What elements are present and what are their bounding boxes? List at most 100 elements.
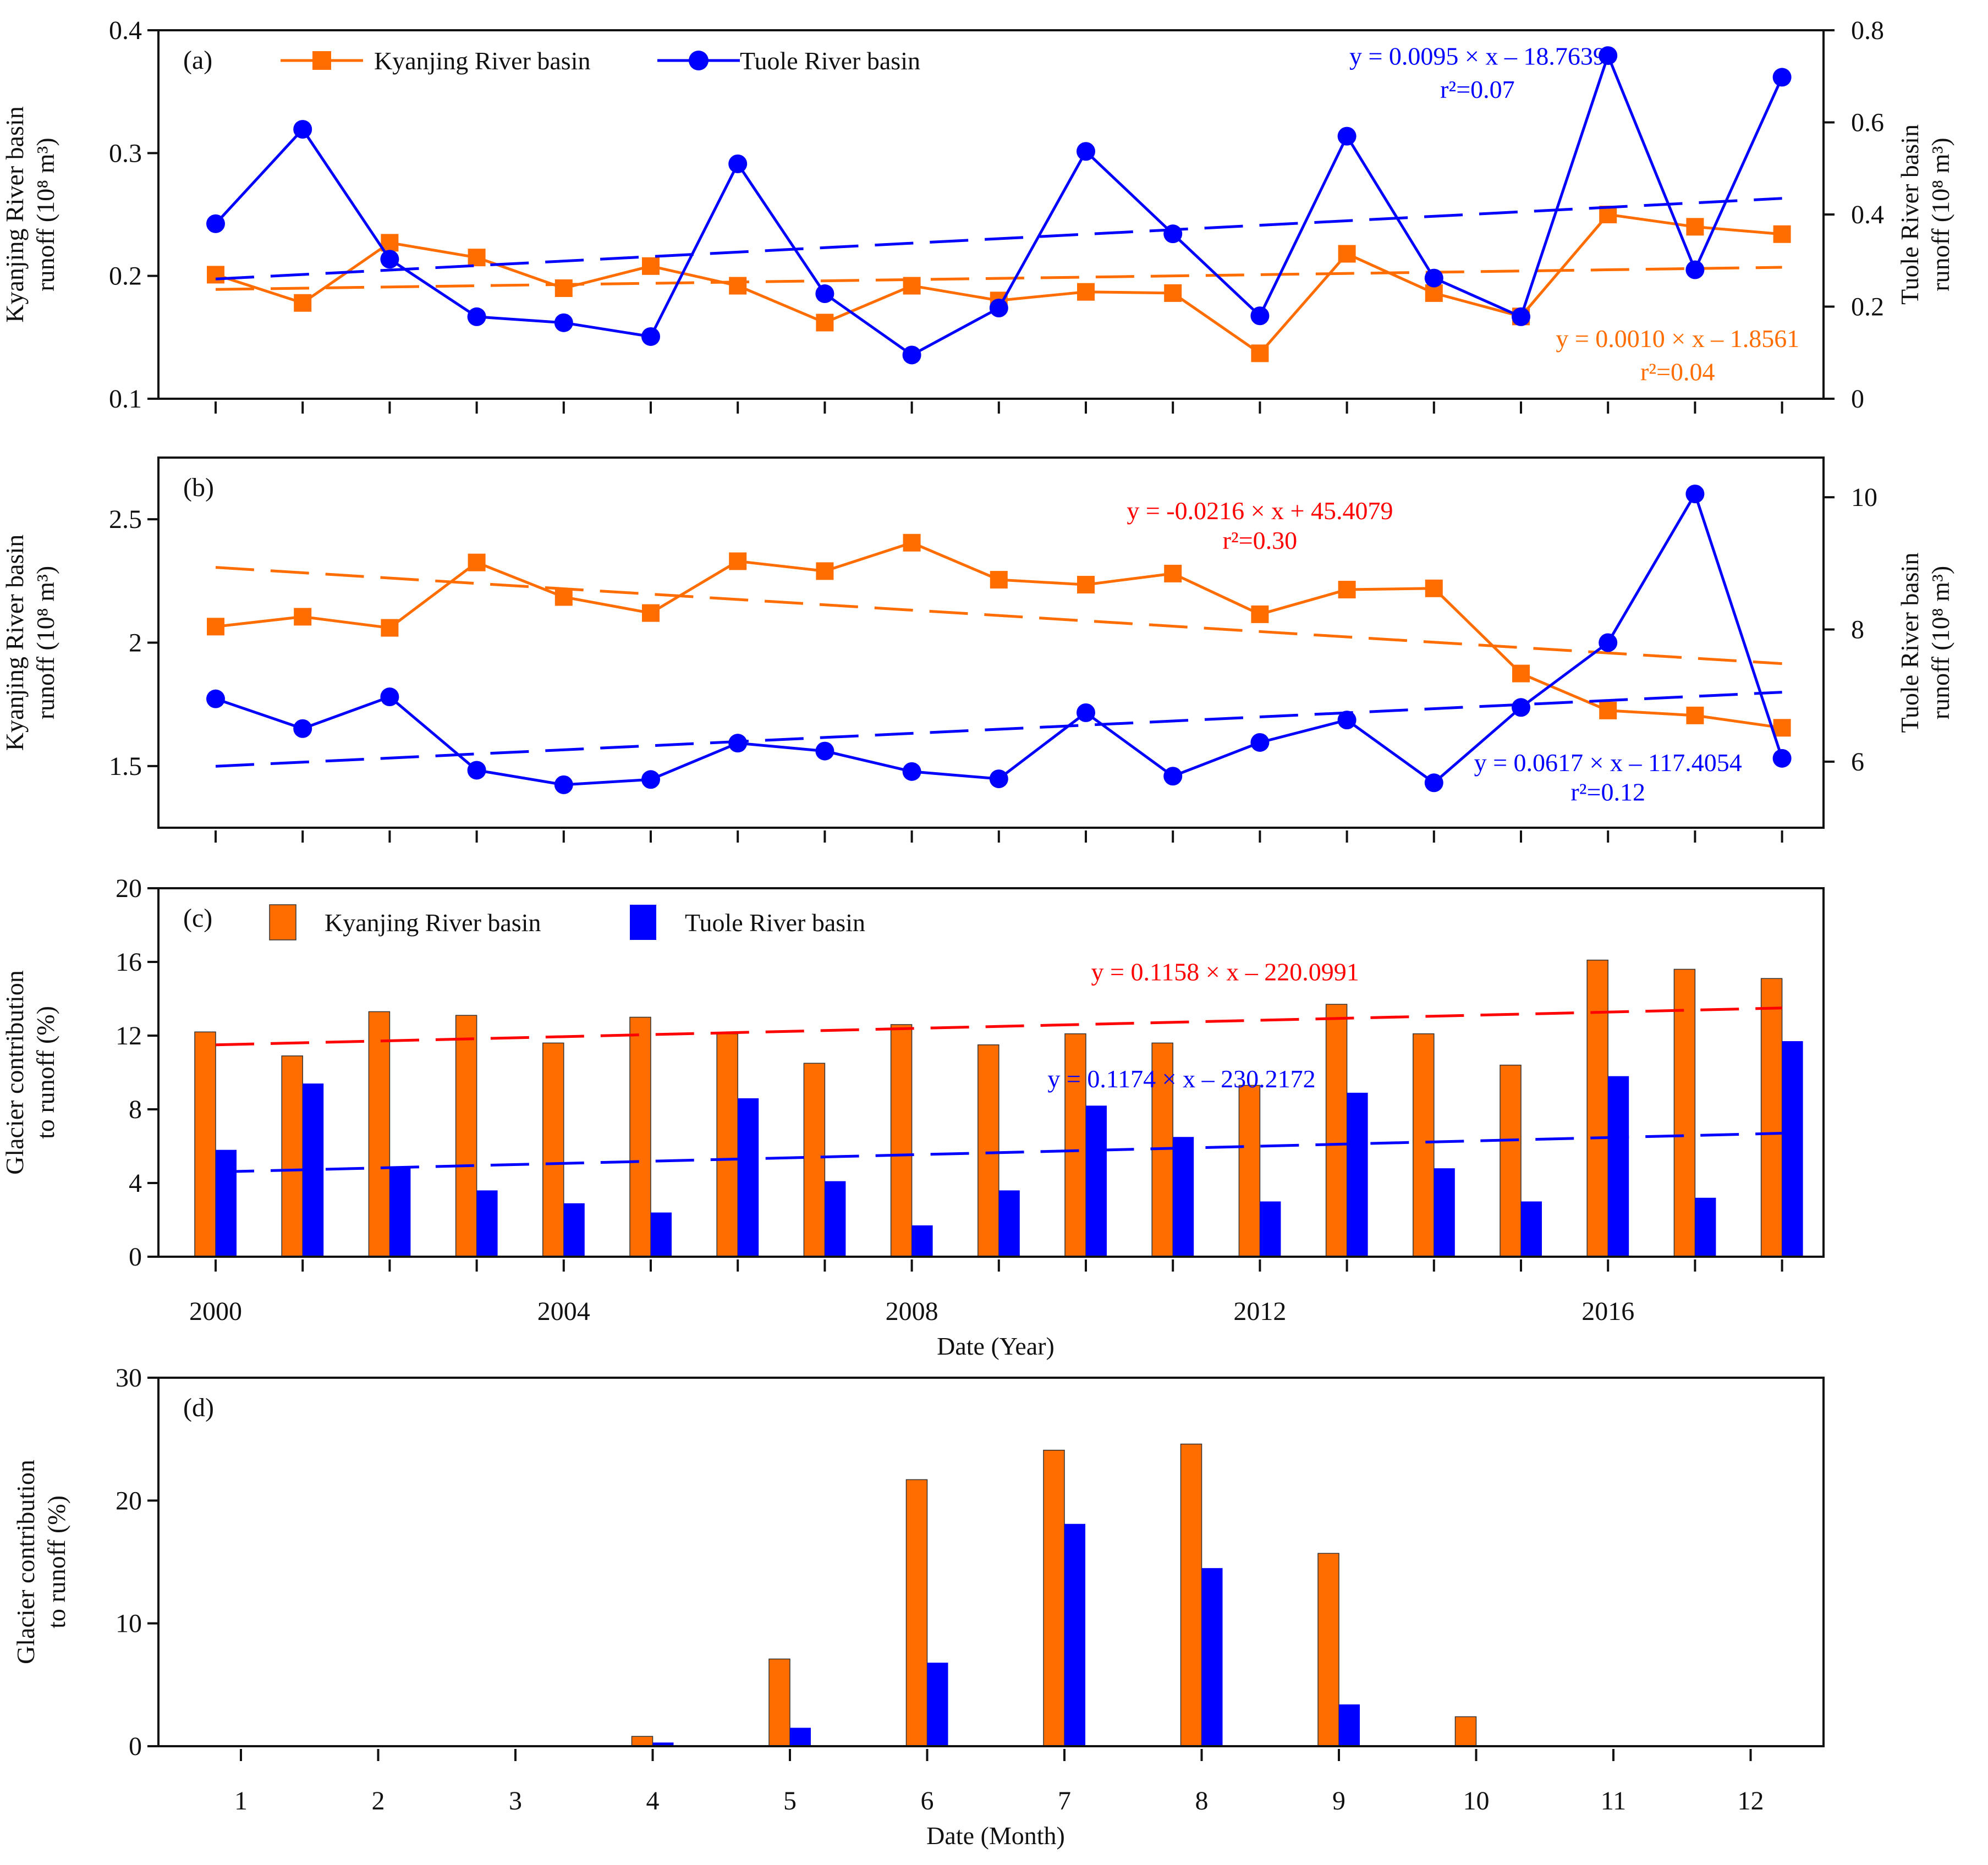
- data-point-tuole: [815, 284, 834, 304]
- bar-kyanjing: [1317, 1553, 1339, 1747]
- data-point-kyanjing: [1164, 564, 1182, 582]
- data-point-tuole: [989, 299, 1008, 318]
- data-point-kyanjing: [207, 266, 224, 284]
- data-point-kyanjing: [816, 313, 834, 332]
- data-point-kyanjing: [1077, 576, 1095, 594]
- y-tick-label-left: 1.5: [109, 752, 142, 781]
- data-point-tuole: [1250, 306, 1270, 326]
- bar-tuole: [738, 1098, 759, 1257]
- data-point-tuole: [1424, 773, 1443, 793]
- plot-frame-c: [157, 887, 1825, 1258]
- y-tick-label-right: 10: [1851, 483, 1877, 512]
- bar-kyanjing: [631, 1736, 653, 1747]
- trend-equation: y = 0.0617 × x – 117.4054: [1474, 749, 1742, 777]
- bar-kyanjing: [542, 1042, 564, 1257]
- data-point-kyanjing: [554, 279, 573, 297]
- trend-equation: y = 0.0095 × x – 18.7639: [1349, 42, 1606, 70]
- bar-tuole: [216, 1149, 237, 1257]
- y-axis-label-left-line: Kyanjing River basin: [1, 535, 29, 751]
- data-point-tuole: [293, 719, 312, 738]
- bar-kyanjing: [803, 1063, 826, 1257]
- data-point-tuole: [554, 775, 573, 794]
- bar-tuole: [1173, 1137, 1194, 1257]
- trend-line-kyanjing: [215, 566, 1782, 665]
- data-point-kyanjing: [1077, 283, 1095, 301]
- data-point-kyanjing: [1338, 581, 1356, 599]
- legend-label: Tuole River basin: [685, 909, 865, 937]
- y-tick-label: 10: [116, 1609, 142, 1638]
- x-tick-label: 5: [783, 1786, 797, 1816]
- bar-tuole: [1434, 1168, 1455, 1257]
- x-tick-label: 2004: [537, 1297, 590, 1326]
- data-point-tuole: [1424, 268, 1443, 288]
- data-point-tuole: [1163, 224, 1183, 244]
- x-tick-label: 2012: [1233, 1297, 1286, 1326]
- data-point-kyanjing: [381, 619, 399, 637]
- x-tick-label: 7: [1058, 1786, 1071, 1816]
- trend-line-tuole: [215, 691, 1782, 768]
- bar-tuole: [651, 1212, 672, 1257]
- y-tick-label: 12: [116, 1021, 142, 1050]
- bar-kyanjing: [368, 1011, 391, 1257]
- bar-tuole: [1521, 1201, 1542, 1257]
- y-tick-label-right: 0.2: [1851, 293, 1884, 322]
- data-point-kyanjing: [903, 533, 921, 552]
- y-axis-label-left: Kyanjing River basin runoff (10⁸ m³): [1, 535, 59, 751]
- data-point-tuole: [380, 687, 399, 707]
- y-tick-label-right: 0.6: [1851, 108, 1884, 137]
- bar-tuole: [790, 1728, 811, 1746]
- data-point-kyanjing: [642, 257, 660, 275]
- y-axis-label-right: Tuole River basin runoff (10⁸ m³): [1896, 124, 1954, 305]
- bar-tuole: [998, 1190, 1020, 1257]
- data-point-kyanjing: [207, 618, 224, 636]
- y-axis-label-line: to runoff (%): [31, 1006, 59, 1139]
- bar-tuole: [1347, 1092, 1368, 1257]
- data-point-kyanjing: [1251, 344, 1269, 362]
- data-point-tuole: [815, 741, 834, 761]
- y-tick-label-left: 0.4: [109, 16, 142, 45]
- y-axis-label-right-line: runoff (10⁸ m³): [1926, 566, 1954, 719]
- y-tick-label-right: 0.8: [1851, 16, 1884, 45]
- bar-tuole: [1695, 1197, 1716, 1257]
- x-tick-label: 8: [1195, 1786, 1209, 1816]
- bar-kyanjing: [1413, 1033, 1435, 1257]
- legend-label: Kyanjing River basin: [325, 909, 541, 937]
- data-point-kyanjing: [1425, 579, 1443, 597]
- y-tick-label-right: 8: [1851, 615, 1864, 644]
- x-tick-label: 12: [1738, 1786, 1764, 1816]
- x-tick-label: 1: [234, 1786, 248, 1816]
- y-axis-label-line: to runoff (%): [42, 1495, 70, 1629]
- trend-line-kyanjing: [215, 1006, 1782, 1047]
- y-tick-label: 16: [116, 948, 142, 977]
- y-axis-label-left-line: Kyanjing River basin: [1, 106, 29, 323]
- data-point-tuole: [206, 214, 225, 233]
- x-axis-label: Date (Month): [926, 1822, 1065, 1850]
- series-line-tuole: [215, 491, 1783, 786]
- bar-tuole: [927, 1663, 948, 1746]
- data-point-kyanjing: [816, 562, 834, 580]
- bar-kyanjing: [629, 1016, 651, 1257]
- y-axis-label-right-line: runoff (10⁸ m³): [1926, 137, 1954, 291]
- trend-equation: y = 0.0010 × x – 1.8561: [1556, 324, 1799, 353]
- bar-kyanjing: [1064, 1033, 1086, 1257]
- bar-kyanjing: [1760, 978, 1783, 1257]
- bar-kyanjing: [281, 1055, 303, 1257]
- data-point-kyanjing: [554, 588, 573, 606]
- data-point-tuole: [1685, 485, 1705, 504]
- bar-kyanjing: [1673, 969, 1696, 1257]
- data-point-kyanjing: [294, 294, 312, 312]
- data-point-tuole: [467, 307, 486, 326]
- data-point-kyanjing: [294, 608, 312, 626]
- bar-kyanjing: [1325, 1004, 1348, 1257]
- y-axis-label-right-line: Tuole River basin: [1896, 553, 1924, 733]
- data-point-tuole: [1512, 698, 1530, 717]
- trend-r-squared: r²=0.07: [1440, 75, 1515, 103]
- legend-swatch: [630, 905, 656, 940]
- plot-frame-d: [157, 1377, 1825, 1747]
- data-point-tuole: [1337, 126, 1357, 146]
- data-point-tuole: [728, 734, 748, 753]
- legend-label: Kyanjing River basin: [374, 47, 591, 75]
- trend-r-squared: r²=0.04: [1640, 358, 1715, 386]
- data-point-tuole: [1337, 711, 1357, 730]
- y-tick-label-right: 0.4: [1851, 200, 1884, 229]
